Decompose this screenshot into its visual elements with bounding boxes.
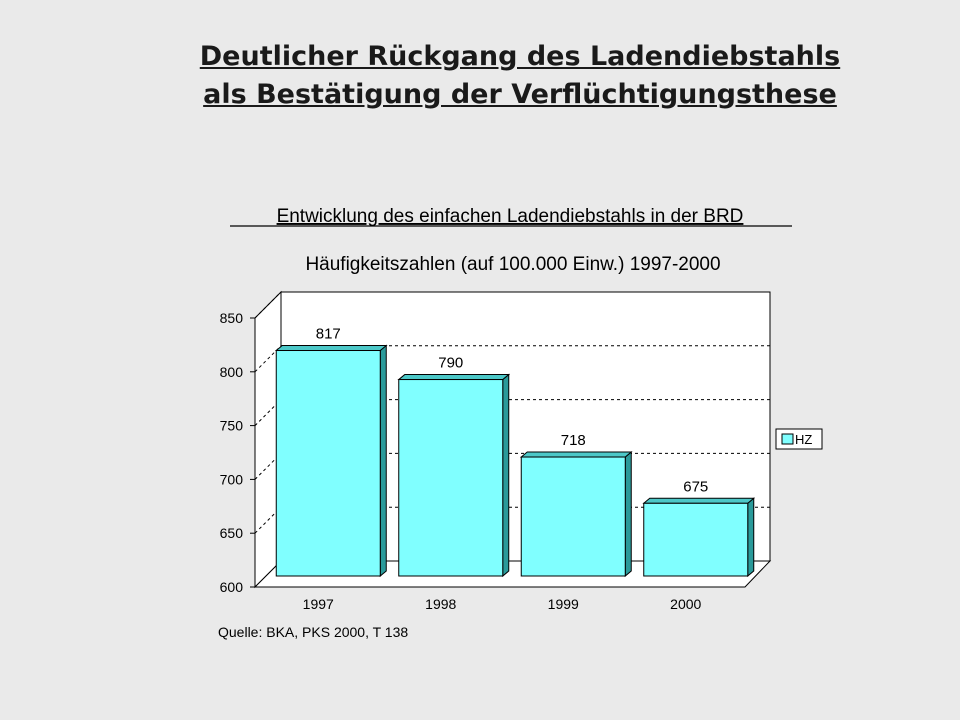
legend-label: HZ xyxy=(795,432,812,447)
data-label: 817 xyxy=(316,326,341,343)
bar-side xyxy=(747,497,755,578)
slide-title-line-2: als Bestätigung der Verflüchtigungsthese xyxy=(203,79,837,110)
data-label: 675 xyxy=(683,478,708,495)
y-tick-label: 700 xyxy=(220,471,244,487)
bar-side xyxy=(502,373,510,578)
x-tick-label: 1997 xyxy=(303,596,334,612)
plot-area: 600 650 700 750 800 850 817 1997 790 1998 718 1999 6… xyxy=(220,290,823,612)
bar-1997 xyxy=(275,350,381,577)
y-tick-label: 800 xyxy=(220,364,244,380)
y-tick-label: 600 xyxy=(220,579,244,595)
gridline-side xyxy=(254,291,282,319)
chart-title: Entwicklung des einfachen Ladendiebstahl… xyxy=(277,206,744,227)
data-label: 718 xyxy=(561,432,586,449)
chart-source: Quelle: BKA, PKS 2000, T 138 xyxy=(218,624,408,640)
legend-swatch xyxy=(781,433,794,445)
x-tick-label: 1998 xyxy=(425,596,456,612)
chart-subtitle: Häufigkeitszahlen (auf 100.000 Einw.) 19… xyxy=(305,254,720,275)
bar-top xyxy=(642,497,756,504)
x-tick-label: 2000 xyxy=(670,596,701,612)
bar-1998 xyxy=(398,379,504,577)
bar-top xyxy=(397,374,511,381)
bar-top xyxy=(274,345,388,352)
bar-side xyxy=(379,344,387,578)
slide-title: Deutlicher Rückgang des Ladendiebstahls … xyxy=(120,38,920,114)
y-tick-label: 850 xyxy=(220,310,244,326)
slide-title-line-1: Deutlicher Rückgang des Ladendiebstahls xyxy=(199,41,841,72)
data-label: 790 xyxy=(438,355,463,372)
bar-2000 xyxy=(643,502,749,577)
bar-top xyxy=(519,451,633,458)
y-tick-label: 650 xyxy=(220,525,244,541)
bar-1999 xyxy=(520,456,626,577)
x-tick-label: 1999 xyxy=(548,596,579,612)
y-tick-label: 750 xyxy=(220,418,244,434)
bar-side xyxy=(624,450,632,578)
